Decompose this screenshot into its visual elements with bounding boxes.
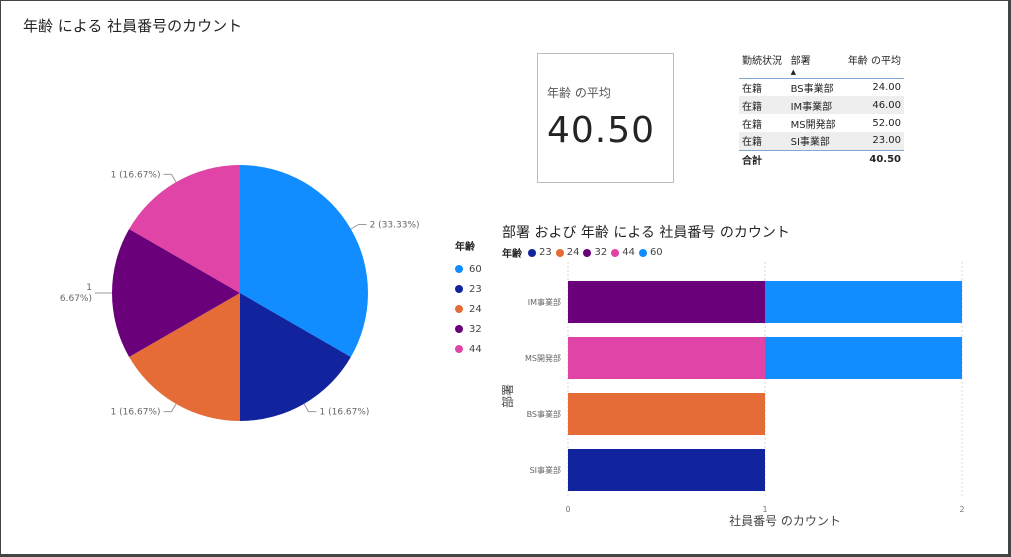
table-cell: 46.00	[872, 99, 901, 111]
bar-segment-23[interactable]	[568, 449, 765, 491]
bar-segment-44[interactable]	[568, 337, 765, 379]
bar-segment-60[interactable]	[765, 281, 962, 323]
y-axis-title: 部署	[500, 384, 515, 408]
bar-legend-label: 44	[622, 247, 635, 258]
bar-legend: 年齢 23 24 32 44 60	[502, 245, 667, 260]
pie-legend-label: 44	[469, 343, 482, 355]
bar-legend-item-32[interactable]: 32	[583, 247, 607, 258]
legend-dot-icon	[638, 248, 647, 257]
table-cell: BS事業部	[790, 83, 834, 95]
pie-slice-23[interactable]	[240, 293, 351, 421]
y-tick-label: BS事業部	[527, 409, 561, 419]
table-row[interactable]: 在籍 SI事業部 23.00	[739, 132, 904, 150]
bar-legend-item-24[interactable]: 24	[555, 247, 580, 258]
pie-leader-line	[163, 173, 177, 183]
pie-chart[interactable]: 2 (33.33%) 1 (16.67%) 1 (16.67%) 1(16.67%) 1…	[60, 150, 520, 450]
pie-data-label: 1 (16.67%)	[320, 408, 370, 418]
table-cell: 23.00	[872, 135, 901, 147]
column-header-status[interactable]: 勤続状況	[742, 56, 782, 67]
table-cell: SI事業部	[790, 137, 830, 149]
legend-dot-icon	[455, 265, 463, 273]
pie-legend-item-44[interactable]: 44	[455, 339, 482, 359]
pie-data-label: 2 (33.33%)	[370, 221, 420, 231]
table-row[interactable]: 在籍 MS開発部 52.00	[739, 114, 904, 132]
x-tick-label: 2	[959, 505, 964, 514]
pie-legend-item-24[interactable]: 24	[455, 299, 482, 319]
bar-legend-label: 32	[594, 247, 608, 258]
bar-legend-label: 23	[539, 247, 552, 258]
pie-data-label: 1 (16.67%)	[111, 170, 161, 180]
total-label: 合計	[742, 155, 762, 167]
bar-segment-32[interactable]	[568, 281, 765, 323]
column-header-department-label: 部署	[790, 56, 811, 67]
average-age-card[interactable]: 年齢 の平均 40.50	[537, 53, 674, 183]
bar-segment-60[interactable]	[765, 337, 962, 379]
table-cell: IM事業部	[790, 101, 833, 113]
table-cell: 52.00	[872, 117, 901, 129]
legend-dot-icon	[611, 248, 620, 257]
pie-slice-44[interactable]	[129, 165, 240, 293]
legend-dot-icon	[455, 285, 463, 293]
pie-data-label: 1 (16.67%)	[111, 408, 161, 418]
department-average-table[interactable]: 勤続状況 部署 ▲ 年齢 の平均 在籍 BS事業部 24.00 在籍 IM事業部…	[739, 52, 904, 168]
bar-legend-item-23[interactable]: 23	[528, 247, 552, 258]
pie-legend-item-60[interactable]: 60	[455, 259, 482, 279]
sort-ascending-icon: ▲	[790, 68, 796, 76]
bar-legend-title: 年齢	[502, 249, 522, 260]
pie-legend-label: 60	[469, 263, 482, 275]
x-axis-title: 社員番号 のカウント	[729, 513, 841, 528]
table-cell	[788, 150, 842, 168]
y-tick-label: IM事業部	[528, 297, 561, 307]
bar-segment-24[interactable]	[568, 393, 765, 435]
legend-dot-icon	[555, 248, 564, 257]
legend-dot-icon	[455, 325, 463, 333]
y-tick-label: SI事業部	[530, 465, 561, 475]
x-tick-label: 0	[565, 505, 570, 514]
table-row[interactable]: 在籍 BS事業部 24.00	[739, 78, 904, 96]
pie-legend-label: 23	[469, 283, 482, 295]
table-cell: 24.00	[872, 81, 901, 93]
pie-slice-60[interactable]	[240, 165, 368, 357]
y-tick-label: MS開発部	[525, 353, 561, 363]
legend-dot-icon	[528, 248, 536, 257]
bar-chart-title: 部署 および 年齢 による 社員番号 のカウント	[502, 225, 790, 241]
bar-legend-label: 24	[566, 247, 580, 258]
column-header-average-age[interactable]: 年齢 の平均	[847, 56, 901, 67]
table-cell: 在籍	[742, 137, 762, 149]
pie-slice-24[interactable]	[129, 293, 240, 421]
table-cell: 在籍	[742, 119, 762, 131]
table-cell: MS開発部	[790, 119, 836, 131]
pie-leader-line	[303, 403, 317, 413]
table-cell: 在籍	[742, 83, 762, 95]
pie-slice-32[interactable]	[112, 229, 240, 357]
pie-data-label: 1(16.67%)	[60, 283, 92, 304]
pie-legend-item-32[interactable]: 32	[455, 319, 482, 339]
table-cell: 在籍	[742, 101, 762, 113]
pie-leader-line	[163, 403, 177, 413]
pie-legend: 年齢 60 23 24 32 44	[455, 238, 482, 359]
bar-legend-label: 60	[649, 247, 663, 258]
bar-legend-item-60[interactable]: 60	[638, 247, 663, 258]
pie-legend-title: 年齢	[455, 242, 475, 253]
pie-legend-item-23[interactable]: 23	[455, 279, 482, 299]
pie-legend-label: 24	[469, 303, 482, 315]
table-total-row: 合計 40.50	[739, 150, 904, 168]
table-row[interactable]: 在籍 IM事業部 46.00	[739, 96, 904, 114]
x-tick-label: 1	[762, 505, 767, 514]
legend-dot-icon	[455, 345, 463, 353]
pie-chart-title: 年齢 による 社員番号のカウント	[23, 17, 243, 35]
pie-legend-label: 32	[469, 323, 482, 335]
card-label: 年齢 の平均	[547, 86, 611, 100]
legend-dot-icon	[455, 305, 463, 313]
column-header-department[interactable]: 部署 ▲	[788, 52, 842, 78]
bar-legend-item-44[interactable]: 44	[611, 247, 635, 258]
pie-leader-line	[350, 224, 367, 230]
total-value: 40.50	[869, 153, 901, 165]
card-value: 40.50	[547, 110, 656, 151]
legend-dot-icon	[583, 248, 592, 257]
